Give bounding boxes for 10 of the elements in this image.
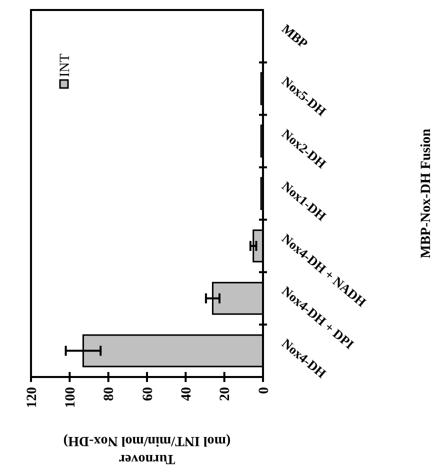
x-tick-label: 40 — [180, 387, 195, 401]
x-tick-label: 20 — [218, 387, 234, 401]
y-axis-title: MBP-Nox-DH Fusion — [419, 128, 434, 258]
x-tick-label: 100 — [64, 387, 79, 408]
legend: INT — [58, 54, 73, 89]
x-tick-label: 0 — [256, 387, 272, 394]
x-tick-label: 80 — [102, 387, 118, 401]
x-axis-title: Turnover (mol INT/min/mol Nox-DH) — [63, 433, 231, 466]
x-tick-label: 120 — [24, 387, 40, 408]
x-tick-label: 60 — [140, 387, 156, 401]
